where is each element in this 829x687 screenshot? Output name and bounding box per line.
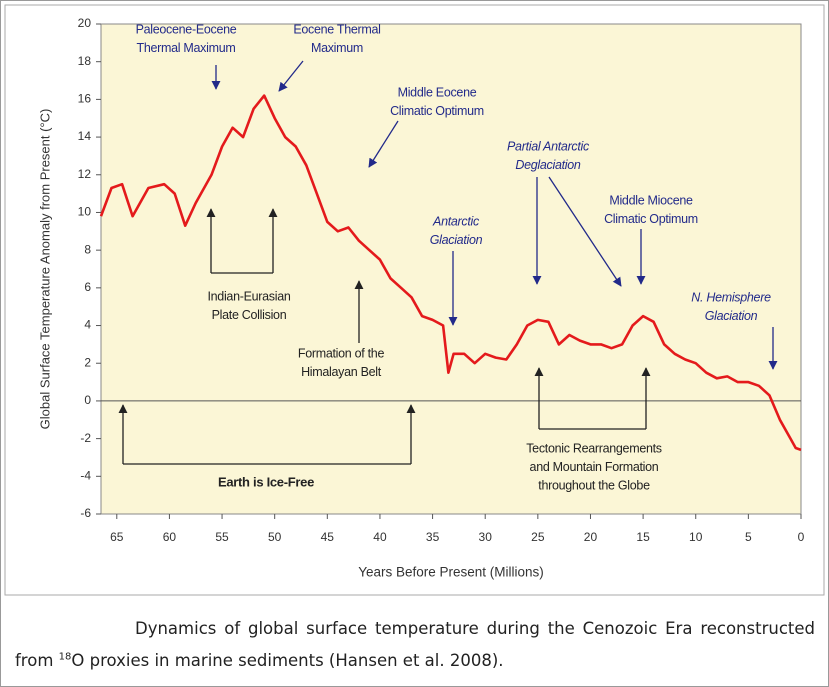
x-tick-label: 45 (321, 530, 335, 544)
y-tick-label: -6 (80, 506, 91, 520)
chart: Years Before Present (Millions) Global S… (4, 4, 825, 596)
annotation: Tectonic Rearrangements (526, 441, 662, 455)
annotation: Climatic Optimum (604, 212, 698, 226)
annotation: Antarctic (432, 214, 480, 228)
plot-area (100, 23, 802, 515)
annotation: Glaciation (705, 309, 758, 323)
annotation: Thermal Maximum (137, 41, 236, 55)
y-tick-label: 12 (78, 167, 92, 181)
x-tick-label: 40 (373, 530, 387, 544)
y-tick-label: 14 (78, 129, 92, 143)
x-tick-label: 5 (745, 530, 752, 544)
arrow (548, 176, 622, 287)
y-tick-label: 0 (84, 393, 91, 407)
x-tick-label: 30 (479, 530, 493, 544)
x-tick-label: 35 (426, 530, 440, 544)
annotation: Partial Antarctic (507, 139, 590, 153)
x-tick-label: 15 (636, 530, 650, 544)
y-tick-label: -4 (80, 468, 91, 482)
chart-frame (4, 4, 825, 596)
x-tick-label: 50 (268, 530, 282, 544)
y-tick-label: 4 (84, 318, 91, 332)
x-tick-label: 60 (163, 530, 177, 544)
caption-text: O proxies in marine sediments (Hansen et… (71, 651, 504, 670)
x-tick-label: 0 (798, 530, 805, 544)
annotation: Paleocene-Eocene (136, 22, 237, 36)
annotation: Earth is Ice-Free (218, 474, 314, 489)
annotation: Middle Miocene (609, 193, 693, 207)
caption-superscript: 18 (58, 651, 72, 663)
x-tick-label: 55 (215, 530, 229, 544)
annotation: Indian-Eurasian (207, 289, 290, 303)
annotation-arrows (118, 60, 778, 465)
annotation: Maximum (311, 41, 363, 55)
y-tick-label: 6 (84, 280, 91, 294)
x-axis-label: Years Before Present (Millions) (358, 565, 544, 580)
arrow (278, 60, 304, 92)
y-tick-label: 16 (78, 92, 92, 106)
x-tick-label: 65 (110, 530, 124, 544)
annotation: Deglaciation (515, 158, 581, 172)
annotation: Climatic Optimum (390, 104, 484, 118)
y-axis-label: Global Surface Temperature Anomaly from … (37, 109, 52, 430)
y-tick-label: 18 (78, 54, 92, 68)
annotation: Plate Collision (212, 308, 287, 322)
annotation: throughout the Globe (538, 478, 650, 492)
caption-text: Dynamics of global surface temperature d… (15, 619, 815, 670)
annotation: and Mountain Formation (530, 460, 659, 474)
annotation: Middle Eocene (398, 85, 477, 99)
y-tick-label: -2 (80, 431, 91, 445)
x-tick-label: 20 (584, 530, 598, 544)
annotation: Eocene Thermal (293, 22, 380, 36)
annotation: Glaciation (430, 233, 483, 247)
x-tick-label: 10 (689, 530, 703, 544)
y-tick-label: 10 (78, 205, 92, 219)
data-line (99, 94, 802, 452)
arrow (368, 120, 399, 168)
y-tick-label: 8 (84, 242, 91, 256)
y-tick-label: 20 (78, 16, 92, 30)
x-tick-label: 25 (531, 530, 545, 544)
annotation: Formation of the (298, 346, 385, 360)
annotation: N. Hemisphere (691, 290, 771, 304)
caption: Dynamics of global surface temperature d… (15, 613, 815, 677)
y-tick-label: 2 (84, 355, 91, 369)
annotation: Himalayan Belt (301, 365, 382, 379)
